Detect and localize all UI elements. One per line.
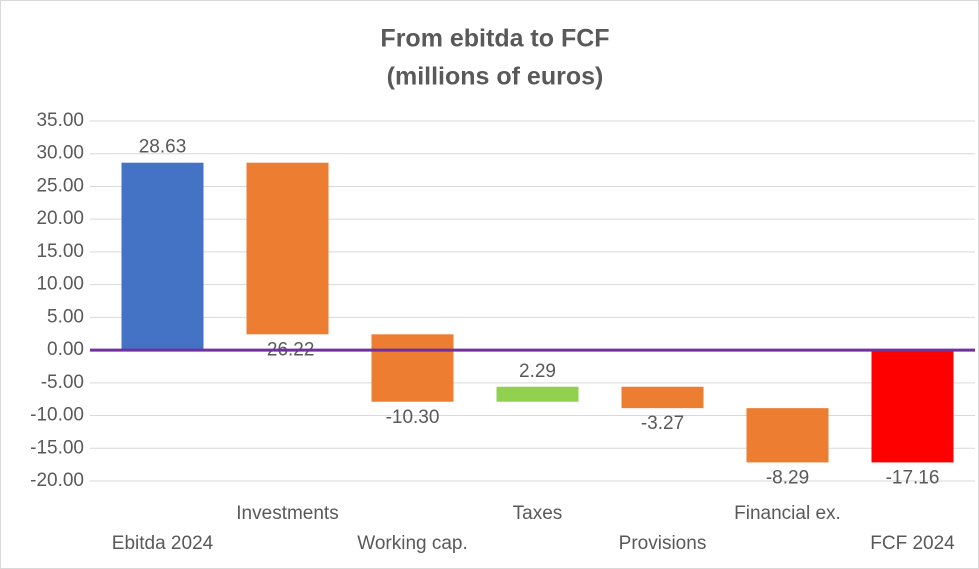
y-tick-label: 15.00 <box>36 241 84 262</box>
x-tick-label: Ebitda 2024 <box>112 533 214 554</box>
bar <box>371 334 454 402</box>
bar <box>121 162 204 351</box>
y-tick-label: 20.00 <box>36 208 84 229</box>
x-tick-label: Provisions <box>619 533 707 554</box>
data-label: 28.63 <box>139 137 187 158</box>
y-tick-label: 10.00 <box>36 274 84 295</box>
y-tick-label: 25.00 <box>36 175 84 196</box>
bar <box>871 350 954 463</box>
y-tick-label: 30.00 <box>36 143 84 164</box>
y-tick-label: -10.00 <box>30 405 84 426</box>
data-label: -8.29 <box>766 467 809 488</box>
x-tick-label: Taxes <box>513 503 563 524</box>
data-label: 2.29 <box>519 361 556 382</box>
x-tick-label: Working cap. <box>357 533 468 554</box>
x-tick-label: Investments <box>236 503 338 524</box>
y-tick-label: 0.00 <box>47 339 84 360</box>
bar <box>746 408 829 463</box>
chart-subtitle: (millions of euros) <box>387 63 604 91</box>
y-tick-label: 35.00 <box>36 110 84 131</box>
data-label: -17.16 <box>886 467 940 488</box>
y-tick-label: -20.00 <box>30 470 84 491</box>
y-tick-label: -5.00 <box>41 372 84 393</box>
bar <box>496 386 579 402</box>
data-label: -10.30 <box>386 407 440 428</box>
bar <box>246 162 329 335</box>
y-tick-label: 5.00 <box>47 306 84 327</box>
x-tick-label: Financial ex. <box>734 503 841 524</box>
chart-title: From ebitda to FCF <box>380 25 609 53</box>
x-tick-label: FCF 2024 <box>870 533 955 554</box>
bar <box>621 386 704 409</box>
data-label: -3.27 <box>641 413 684 434</box>
y-tick-label: -15.00 <box>30 437 84 458</box>
